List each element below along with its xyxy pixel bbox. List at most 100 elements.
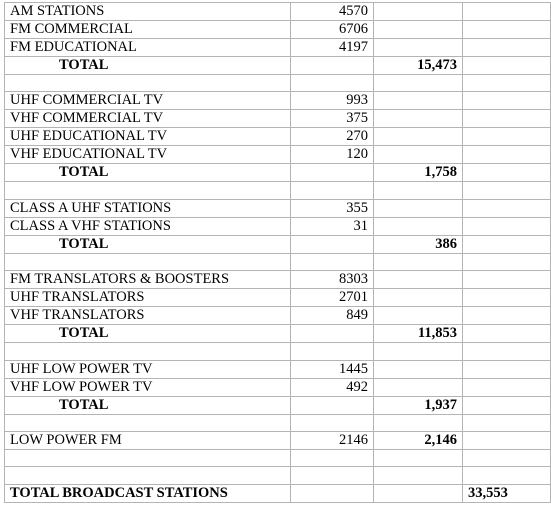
empty-cell[interactable] xyxy=(373,73,463,93)
empty-cell[interactable] xyxy=(462,198,551,218)
station-type-label[interactable]: VHF TRANSLATORS xyxy=(4,306,291,326)
empty-cell[interactable] xyxy=(4,73,291,93)
station-count[interactable]: 4570 xyxy=(290,2,374,21)
station-type-label[interactable]: LOW POWER FM xyxy=(4,430,291,450)
station-count[interactable]: 492 xyxy=(290,377,374,397)
subtotal-label[interactable]: TOTAL xyxy=(4,234,291,254)
station-type-label[interactable]: VHF LOW POWER TV xyxy=(4,377,291,397)
empty-cell[interactable] xyxy=(373,342,463,361)
empty-cell[interactable] xyxy=(290,56,374,75)
empty-cell[interactable] xyxy=(373,38,463,57)
station-type-label[interactable]: UHF TRANSLATORS xyxy=(4,288,291,308)
empty-cell[interactable] xyxy=(462,127,551,147)
station-type-label[interactable]: AM STATIONS xyxy=(4,2,291,21)
empty-cell[interactable] xyxy=(462,359,551,379)
subtotal-value[interactable]: 1,937 xyxy=(373,395,463,415)
empty-cell[interactable] xyxy=(373,91,463,111)
empty-cell[interactable] xyxy=(373,181,463,200)
empty-cell[interactable] xyxy=(462,252,551,272)
empty-cell[interactable] xyxy=(373,270,463,290)
empty-cell[interactable] xyxy=(373,216,463,236)
empty-cell[interactable] xyxy=(462,216,551,236)
empty-cell[interactable] xyxy=(462,38,551,57)
empty-cell[interactable] xyxy=(373,483,463,504)
empty-cell[interactable] xyxy=(290,413,374,432)
station-count[interactable]: 4197 xyxy=(290,38,374,57)
empty-cell[interactable] xyxy=(373,145,463,165)
subtotal-value[interactable]: 386 xyxy=(373,234,463,254)
station-type-label[interactable]: CLASS A UHF STATIONS xyxy=(4,198,291,218)
subtotal-value[interactable]: 11,853 xyxy=(373,324,463,344)
station-count[interactable]: 120 xyxy=(290,145,374,165)
empty-cell[interactable] xyxy=(290,324,374,344)
station-count[interactable]: 355 xyxy=(290,198,374,218)
empty-cell[interactable] xyxy=(373,109,463,129)
empty-cell[interactable] xyxy=(373,466,463,485)
station-count[interactable]: 375 xyxy=(290,109,374,129)
empty-cell[interactable] xyxy=(462,145,551,165)
empty-cell[interactable] xyxy=(4,181,291,200)
empty-cell[interactable] xyxy=(290,252,374,272)
empty-cell[interactable] xyxy=(4,252,291,272)
empty-cell[interactable] xyxy=(462,395,551,415)
empty-cell[interactable] xyxy=(290,448,374,468)
empty-cell[interactable] xyxy=(4,342,291,361)
empty-cell[interactable] xyxy=(462,181,551,200)
station-count[interactable]: 270 xyxy=(290,127,374,147)
grand-total-label[interactable]: TOTAL BROADCAST STATIONS xyxy=(4,483,291,504)
empty-cell[interactable] xyxy=(462,448,551,468)
subtotal-label[interactable]: TOTAL xyxy=(4,324,291,344)
empty-cell[interactable] xyxy=(462,466,551,485)
station-count[interactable]: 2701 xyxy=(290,288,374,308)
station-count[interactable]: 1445 xyxy=(290,359,374,379)
empty-cell[interactable] xyxy=(462,342,551,361)
empty-cell[interactable] xyxy=(462,413,551,432)
empty-cell[interactable] xyxy=(373,413,463,432)
subtotal-value[interactable]: 2,146 xyxy=(373,430,463,450)
empty-cell[interactable] xyxy=(462,306,551,326)
empty-cell[interactable] xyxy=(373,288,463,308)
empty-cell[interactable] xyxy=(373,127,463,147)
station-type-label[interactable]: FM TRANSLATORS & BOOSTERS xyxy=(4,270,291,290)
empty-cell[interactable] xyxy=(462,91,551,111)
subtotal-value[interactable]: 15,473 xyxy=(373,56,463,75)
station-count[interactable]: 2146 xyxy=(290,430,374,450)
empty-cell[interactable] xyxy=(462,270,551,290)
station-count[interactable]: 8303 xyxy=(290,270,374,290)
station-count[interactable]: 6706 xyxy=(290,20,374,39)
subtotal-label[interactable]: TOTAL xyxy=(4,163,291,183)
empty-cell[interactable] xyxy=(373,306,463,326)
empty-cell[interactable] xyxy=(290,234,374,254)
empty-cell[interactable] xyxy=(290,181,374,200)
empty-cell[interactable] xyxy=(290,73,374,93)
empty-cell[interactable] xyxy=(462,430,551,450)
empty-cell[interactable] xyxy=(462,2,551,21)
empty-cell[interactable] xyxy=(462,163,551,183)
empty-cell[interactable] xyxy=(462,20,551,39)
empty-cell[interactable] xyxy=(4,448,291,468)
station-type-label[interactable]: UHF COMMERCIAL TV xyxy=(4,91,291,111)
empty-cell[interactable] xyxy=(373,359,463,379)
empty-cell[interactable] xyxy=(4,466,291,485)
subtotal-value[interactable]: 1,758 xyxy=(373,163,463,183)
station-count[interactable]: 993 xyxy=(290,91,374,111)
empty-cell[interactable] xyxy=(462,109,551,129)
station-type-label[interactable]: UHF EDUCATIONAL TV xyxy=(4,127,291,147)
empty-cell[interactable] xyxy=(373,252,463,272)
station-type-label[interactable]: UHF LOW POWER TV xyxy=(4,359,291,379)
empty-cell[interactable] xyxy=(373,2,463,21)
empty-cell[interactable] xyxy=(462,234,551,254)
station-type-label[interactable]: VHF COMMERCIAL TV xyxy=(4,109,291,129)
empty-cell[interactable] xyxy=(462,56,551,75)
station-count[interactable]: 849 xyxy=(290,306,374,326)
station-count[interactable]: 31 xyxy=(290,216,374,236)
empty-cell[interactable] xyxy=(373,448,463,468)
grand-total-value[interactable]: 33,553 xyxy=(462,483,551,504)
empty-cell[interactable] xyxy=(373,20,463,39)
empty-cell[interactable] xyxy=(462,324,551,344)
empty-cell[interactable] xyxy=(290,395,374,415)
empty-cell[interactable] xyxy=(290,342,374,361)
station-type-label[interactable]: VHF EDUCATIONAL TV xyxy=(4,145,291,165)
station-type-label[interactable]: FM COMMERCIAL xyxy=(4,20,291,39)
empty-cell[interactable] xyxy=(4,413,291,432)
